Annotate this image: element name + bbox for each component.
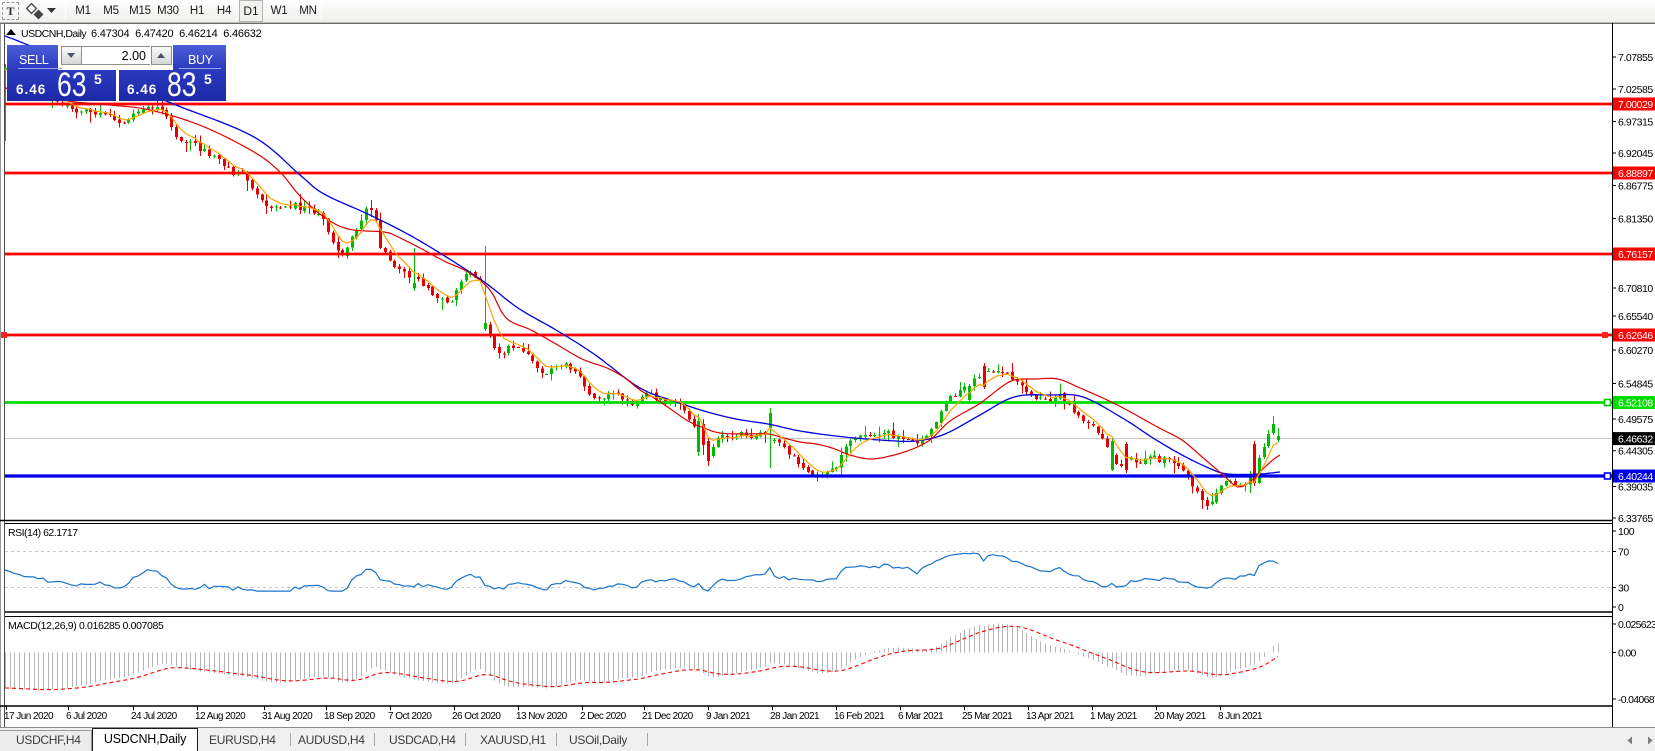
- svg-text:6.86775: 6.86775: [1618, 181, 1653, 193]
- svg-text:6.76157: 6.76157: [1618, 249, 1653, 261]
- svg-text:9 Jan 2021: 9 Jan 2021: [706, 711, 751, 722]
- svg-text:30: 30: [1618, 583, 1629, 595]
- svg-text:0.025623: 0.025623: [1618, 619, 1655, 631]
- svg-text:6.81350: 6.81350: [1618, 214, 1653, 226]
- svg-text:6 Jul 2020: 6 Jul 2020: [66, 711, 108, 722]
- svg-text:13 Nov 2020: 13 Nov 2020: [516, 711, 568, 722]
- svg-text:20 May 2021: 20 May 2021: [1154, 711, 1207, 722]
- svg-text:100: 100: [1618, 526, 1635, 538]
- svg-text:12 Aug 2020: 12 Aug 2020: [195, 711, 246, 722]
- svg-text:70: 70: [1618, 547, 1629, 559]
- svg-text:6.54845: 6.54845: [1618, 379, 1653, 391]
- svg-text:MACD(12,26,9) 0.016285 0.00708: MACD(12,26,9) 0.016285 0.007085: [8, 620, 164, 632]
- svg-text:8 Jun 2021: 8 Jun 2021: [1218, 711, 1263, 722]
- svg-text:13 Apr 2021: 13 Apr 2021: [1026, 711, 1075, 722]
- svg-text:1 May 2021: 1 May 2021: [1090, 711, 1138, 722]
- svg-text:2 Dec 2020: 2 Dec 2020: [580, 711, 627, 722]
- svg-text:6.44305: 6.44305: [1618, 446, 1653, 458]
- svg-text:16 Feb 2021: 16 Feb 2021: [834, 711, 885, 722]
- svg-text:7 Oct 2020: 7 Oct 2020: [388, 711, 432, 722]
- svg-text:31 Aug 2020: 31 Aug 2020: [262, 711, 313, 722]
- svg-text:6.70810: 6.70810: [1618, 283, 1653, 295]
- svg-text:6.60270: 6.60270: [1618, 345, 1653, 357]
- svg-text:-0.040687: -0.040687: [1618, 694, 1655, 706]
- svg-text:6 Mar 2021: 6 Mar 2021: [898, 711, 944, 722]
- svg-text:6.92045: 6.92045: [1618, 148, 1653, 160]
- svg-text:6.46632: 6.46632: [1618, 434, 1653, 446]
- svg-text:28 Jan 2021: 28 Jan 2021: [770, 711, 820, 722]
- svg-text:RSI(14) 62.1717: RSI(14) 62.1717: [8, 527, 78, 539]
- svg-text:USDCNH,Daily: USDCNH,Daily: [21, 28, 87, 40]
- svg-text:6.97315: 6.97315: [1618, 117, 1653, 129]
- svg-text:7.02585: 7.02585: [1618, 84, 1653, 96]
- svg-text:7.07855: 7.07855: [1618, 52, 1653, 64]
- svg-text:6.65540: 6.65540: [1618, 311, 1653, 323]
- svg-text:6.52108: 6.52108: [1618, 398, 1653, 410]
- svg-text:21 Dec 2020: 21 Dec 2020: [642, 711, 694, 722]
- svg-text:6.49575: 6.49575: [1618, 414, 1653, 426]
- svg-text:25 Mar 2021: 25 Mar 2021: [962, 711, 1013, 722]
- svg-text:6.33765: 6.33765: [1618, 513, 1653, 525]
- svg-text:6.88897: 6.88897: [1618, 168, 1653, 180]
- svg-text:6.47304 6.47420 6.46214 6.4: 6.47304 6.47420 6.46214 6.46632: [91, 28, 262, 40]
- svg-text:0.00: 0.00: [1618, 648, 1636, 660]
- svg-text:24 Jul 2020: 24 Jul 2020: [131, 711, 178, 722]
- svg-text:6.40244: 6.40244: [1618, 471, 1653, 483]
- svg-text:26 Oct 2020: 26 Oct 2020: [452, 711, 501, 722]
- svg-text:18 Sep 2020: 18 Sep 2020: [324, 711, 376, 722]
- svg-text:7.00029: 7.00029: [1618, 99, 1653, 111]
- svg-text:0: 0: [1618, 602, 1624, 614]
- svg-text:17 Jun 2020: 17 Jun 2020: [4, 711, 54, 722]
- svg-text:6.62646: 6.62646: [1618, 330, 1653, 342]
- svg-text:6.39035: 6.39035: [1618, 482, 1653, 494]
